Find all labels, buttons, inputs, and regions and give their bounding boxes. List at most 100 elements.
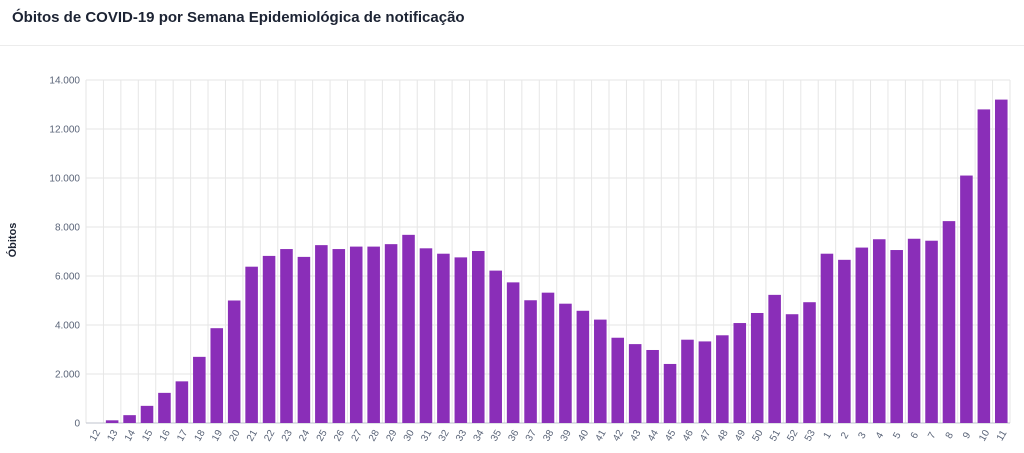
x-tick-label: 34 <box>472 428 487 444</box>
bar-week-26[interactable] <box>332 249 346 423</box>
bar-week-24[interactable] <box>297 256 311 423</box>
bar-week-8[interactable] <box>942 221 956 423</box>
bar-week-18[interactable] <box>193 356 206 423</box>
x-tick-label: 23 <box>280 428 295 444</box>
bar-week-38[interactable] <box>541 292 555 423</box>
bar-week-45[interactable] <box>663 363 677 423</box>
x-tick-label: 25 <box>315 428 330 444</box>
y-tick-label: 12.000 <box>49 125 80 136</box>
x-tick-label: 17 <box>175 428 190 444</box>
x-tick-label: 50 <box>750 428 765 444</box>
x-tick-label: 44 <box>646 428 661 444</box>
bar-week-2[interactable] <box>838 259 851 423</box>
bar-week-36[interactable] <box>506 282 520 423</box>
x-tick-label: 10 <box>977 428 992 444</box>
y-tick-label: 14.000 <box>49 76 80 87</box>
title-divider <box>0 45 1024 46</box>
bar-week-13[interactable] <box>105 420 119 423</box>
bar-week-42[interactable] <box>611 337 625 423</box>
bar-week-43[interactable] <box>628 344 642 423</box>
x-tick-label: 22 <box>262 428 277 444</box>
x-tick-label: 38 <box>541 428 556 444</box>
x-tick-label: 53 <box>803 428 818 444</box>
bar-week-9[interactable] <box>960 175 973 423</box>
bar-week-35[interactable] <box>489 270 502 423</box>
y-tick-label: 10.000 <box>49 174 80 185</box>
bar-week-10[interactable] <box>977 109 991 424</box>
x-tick-label: 45 <box>663 428 678 444</box>
bar-week-46[interactable] <box>681 339 694 423</box>
bar-week-33[interactable] <box>454 257 468 423</box>
bar-week-52[interactable] <box>785 314 799 423</box>
bar-week-30[interactable] <box>402 234 415 423</box>
bar-week-34[interactable] <box>471 251 485 423</box>
bar-week-39[interactable] <box>559 303 572 423</box>
x-tick-label: 28 <box>367 428 382 444</box>
x-tick-label: 48 <box>716 428 731 444</box>
bar-week-4[interactable] <box>872 239 886 423</box>
bar-week-47[interactable] <box>698 341 712 423</box>
x-tick-label: 43 <box>628 428 643 444</box>
x-tick-label: 24 <box>297 428 312 444</box>
bar-week-50[interactable] <box>750 312 764 423</box>
x-tick-label: 16 <box>158 428 173 444</box>
bar-week-51[interactable] <box>768 294 781 423</box>
x-tick-label: 2 <box>839 430 852 441</box>
x-tick-label: 26 <box>332 428 347 444</box>
bar-week-20[interactable] <box>227 300 241 424</box>
bar-week-25[interactable] <box>315 245 328 423</box>
bars <box>105 99 1008 424</box>
x-tick-label: 32 <box>437 428 452 444</box>
bar-week-37[interactable] <box>524 300 537 423</box>
bar-week-31[interactable] <box>419 248 433 423</box>
bar-week-5[interactable] <box>890 250 903 423</box>
bar-week-48[interactable] <box>716 335 729 423</box>
x-tick-label: 36 <box>506 428 521 444</box>
x-tick-label: 1 <box>822 430 835 441</box>
x-tick-label: 18 <box>193 428 208 444</box>
x-tick-label: 15 <box>140 428 155 444</box>
x-tick-label: 39 <box>559 428 574 444</box>
bar-week-41[interactable] <box>594 319 607 423</box>
bar-week-49[interactable] <box>733 323 747 423</box>
bar-week-3[interactable] <box>855 247 869 423</box>
grid-lines <box>85 79 1011 424</box>
bar-week-28[interactable] <box>367 246 380 423</box>
x-tick-label: 33 <box>454 428 469 444</box>
bar-week-53[interactable] <box>803 302 816 423</box>
bar-week-27[interactable] <box>349 246 363 423</box>
y-tick-label: 6.000 <box>55 272 80 283</box>
x-tick-label: 40 <box>576 428 591 444</box>
x-tick-label: 6 <box>909 430 922 441</box>
x-tick-label: 4 <box>874 430 887 441</box>
bar-week-16[interactable] <box>158 392 171 423</box>
x-tick-label: 31 <box>419 428 434 444</box>
x-tick-label: 30 <box>402 428 417 444</box>
bar-week-44[interactable] <box>646 349 659 423</box>
bar-week-14[interactable] <box>123 415 136 423</box>
bar-week-40[interactable] <box>576 310 590 423</box>
y-axis-label: Óbitos <box>6 223 19 258</box>
bar-week-22[interactable] <box>262 255 276 423</box>
x-tick-label: 21 <box>245 428 260 444</box>
bar-week-1[interactable] <box>820 253 834 423</box>
bar-week-11[interactable] <box>995 99 1008 423</box>
y-tick-label: 2.000 <box>55 370 80 381</box>
x-tick-label: 19 <box>210 428 225 444</box>
y-tick-label: 4.000 <box>55 321 80 332</box>
bar-week-21[interactable] <box>245 266 258 423</box>
x-tick-label: 9 <box>961 430 974 441</box>
y-tick-label: 0 <box>74 419 80 430</box>
bar-week-15[interactable] <box>140 405 154 423</box>
x-tick-label: 12 <box>88 428 103 444</box>
bar-week-6[interactable] <box>907 238 921 423</box>
bar-week-17[interactable] <box>175 381 189 423</box>
bar-week-29[interactable] <box>384 244 398 423</box>
bar-week-23[interactable] <box>280 249 293 423</box>
bar-week-19[interactable] <box>210 328 224 423</box>
x-tick-label: 51 <box>768 428 783 444</box>
bar-week-32[interactable] <box>437 253 450 423</box>
bar-week-7[interactable] <box>925 240 938 423</box>
y-axis-ticks: 0 2.000 4.000 6.000 8.000 10.000 12.000 14.000 <box>49 76 80 430</box>
